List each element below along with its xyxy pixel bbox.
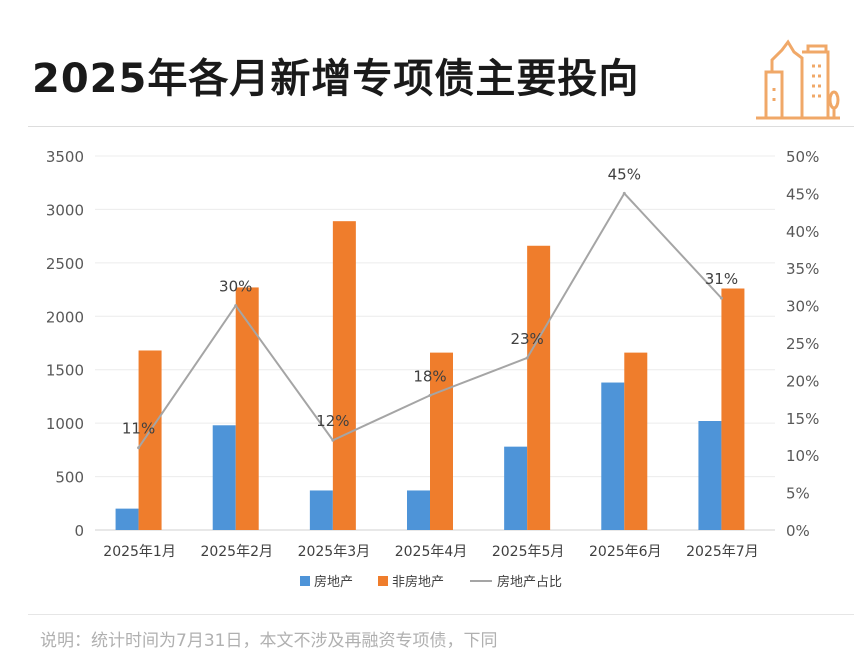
data-label: 23% (510, 330, 543, 348)
x-tick-label: 2025年3月 (298, 544, 371, 560)
bar-real-estate (698, 421, 722, 530)
y-tick-label: 3000 (46, 201, 84, 219)
x-tick-label: 2025年1月 (103, 544, 176, 560)
y-tick-label: 2500 (46, 255, 84, 273)
y-tick-label: 1000 (46, 415, 84, 433)
data-label: 18% (413, 367, 446, 385)
share-point (719, 296, 723, 300)
legend-label: 房地产 (314, 574, 353, 590)
y-tick-label: 500 (55, 469, 84, 487)
legend-label: 房地产占比 (497, 574, 562, 590)
data-label: 45% (608, 165, 641, 183)
bar-non-real-estate (332, 221, 356, 530)
y2-tick-label: 30% (786, 298, 819, 316)
bar-non-real-estate (235, 287, 259, 530)
data-label: 30% (219, 278, 252, 296)
y2-tick-label: 25% (786, 335, 819, 353)
share-point (525, 356, 529, 360)
y-tick-label: 2000 (46, 308, 84, 326)
y2-tick-label: 5% (786, 485, 810, 503)
bar-real-estate (309, 490, 333, 530)
footnote: 说明：统计时间为7月31日，本文不涉及再融资专项债，下同 (40, 631, 498, 651)
y2-tick-label: 45% (786, 185, 819, 203)
bar-real-estate (601, 382, 625, 530)
y2-tick-label: 0% (786, 522, 810, 540)
bar-real-estate (504, 446, 528, 530)
bar-non-real-estate (624, 352, 648, 530)
data-label: 12% (316, 412, 349, 430)
divider (28, 614, 854, 615)
bar-non-real-estate (527, 245, 551, 530)
legend-label: 非房地产 (392, 574, 444, 590)
y2-tick-label: 10% (786, 447, 819, 465)
y2-tick-label: 40% (786, 223, 819, 241)
legend-swatch-real-estate (300, 576, 310, 586)
bar-real-estate (212, 425, 236, 530)
y2-tick-label: 35% (786, 260, 819, 278)
data-label: 11% (122, 420, 155, 438)
y2-tick-label: 50% (786, 148, 819, 166)
bar-non-real-estate (430, 352, 453, 530)
share-point (622, 191, 626, 195)
bar-non-real-estate (138, 350, 162, 530)
bar-non-real-estate (721, 288, 745, 530)
x-tick-label: 2025年2月 (200, 544, 273, 560)
y-tick-label: 0 (74, 522, 84, 540)
x-tick-label: 2025年5月 (492, 544, 565, 560)
legend-swatch-non-real-estate (378, 576, 388, 586)
share-point (137, 446, 141, 450)
city-buildings-icon (756, 39, 840, 120)
y-tick-label: 3500 (46, 148, 84, 166)
bar-real-estate (407, 490, 430, 530)
x-tick-label: 2025年4月 (395, 544, 468, 560)
page-title: 2025年各月新增专项债主要投向 (32, 56, 640, 102)
bar-real-estate (115, 508, 139, 530)
share-point (428, 393, 432, 397)
share-point (234, 304, 238, 308)
y2-tick-label: 15% (786, 410, 819, 428)
share-point (331, 438, 335, 442)
y2-tick-label: 20% (786, 372, 819, 390)
x-tick-label: 2025年7月 (686, 544, 759, 560)
chart: 0 500 1000 1500 2000 2500 3000 3500 0% 5% 10% 15% 20… (46, 148, 820, 590)
data-label: 31% (705, 270, 738, 288)
x-tick-label: 2025年6月 (589, 544, 662, 560)
divider (28, 126, 854, 127)
y-tick-label: 1500 (46, 362, 84, 380)
